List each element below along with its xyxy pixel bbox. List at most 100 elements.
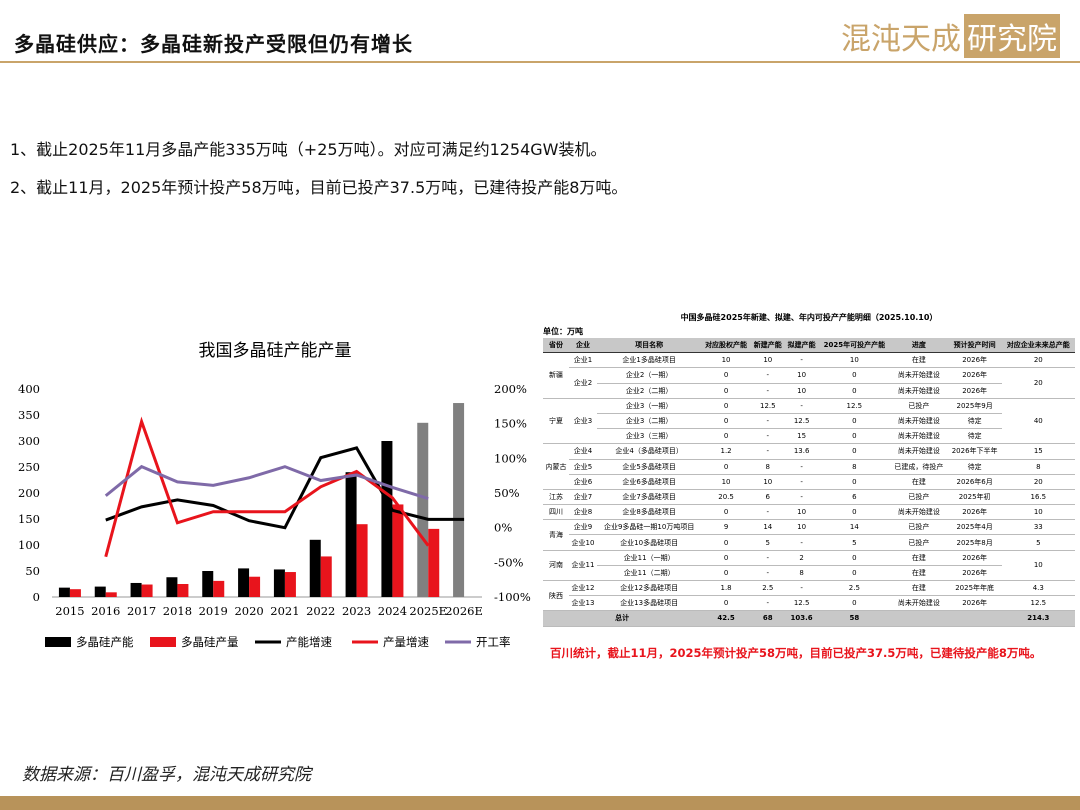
table-cell: 20.5 [701,489,751,506]
table-cell [947,610,1002,627]
table-cell: - [750,595,785,612]
table-cell: 0 [701,550,751,566]
table-cell: 尚未开始建设 [890,595,948,612]
table-cell: 2026年 [947,504,1002,521]
table-cell: 企业11 [568,550,598,582]
legend-label: 多晶硅产能 [76,635,134,649]
table-cell: 10 [1001,550,1075,582]
y2-tick-label: 50% [494,486,520,500]
table-cell: 尚未开始建设 [890,428,948,445]
table-cell: 企业12多晶硅项目 [597,580,702,597]
bar [284,572,296,597]
line [104,464,429,500]
table-cell: 0 [818,443,891,460]
table-cell: 14 [818,519,891,536]
bar [381,441,393,597]
table-cell: 214.3 [1001,610,1075,627]
y-tick-label: 0 [33,590,40,604]
y-tick-label: 50 [25,564,40,578]
table-cell: 10 [784,383,819,399]
table-cell: 企业4（多晶硅项目） [597,443,702,460]
table-cell: 0 [818,565,891,582]
table-cell: 0 [818,550,891,566]
table-cell: 江苏 [543,489,569,506]
bar [392,504,404,597]
y2-tick-label: 150% [494,417,527,431]
column-header: 2025年可投产产能 [818,338,891,354]
logo: 混沌天成 研究院 [841,14,1060,58]
table-cell: 2.5 [818,580,891,597]
table-cell: - [784,459,819,475]
table-cell: - [784,398,819,414]
table-cell: 企业8 [568,504,598,521]
table-panel: 中国多晶硅2025年新建、拟建、年内可投产产能明细（2025.10.10） 单位… [543,310,1075,627]
source: 数据来源：百川盈孚，混沌天成研究院 [22,765,311,785]
y-tick-label: 300 [18,434,40,448]
bullet: 2、截止11月，2025年预计投产58万吨，目前已投产37.5万吨，已建待投产能… [10,178,628,197]
table-row: 企业5 企业5多晶硅项目 0 8-8 已建成，待投产 待定 8 [543,459,1075,475]
x-tick-label: 2020 [234,604,263,618]
chart-title: 我国多晶硅产能产量 [199,341,352,361]
bar [320,556,332,597]
table-cell: 2025年4月 [947,519,1002,536]
table-cell: 20 [1001,474,1075,490]
line [105,446,465,530]
y2-tick-label: 200% [494,382,527,396]
table-cell: 企业7 [568,489,598,506]
bar [213,580,225,597]
x-tick-label: 2024 [378,604,407,618]
table-cell: 12.5 [1001,595,1075,612]
table-cell: 2026年 [947,367,1002,384]
table-cell: 40 [1001,398,1075,445]
table-cell: 企业3（一期） [597,398,702,414]
table-row: 陕西 企业12 企业12多晶硅项目 1.8 2.5-2.5 在建 2025年年底 4.3 [543,580,1075,612]
column-header: 项目名称 [597,338,702,354]
table-cell: - [784,534,819,551]
x-tick-label: 2026E [445,604,483,618]
table-cell: 企业7多晶硅项目 [597,489,702,506]
table-cell: 在建 [890,352,948,369]
table-cell: 0 [701,595,751,612]
table-cell: 已建成，待投产 [890,459,948,475]
table-cell: 15 [1001,443,1075,460]
table-cell: 0 [701,383,751,399]
table-cell: - [784,489,819,506]
table-cell: 68 [750,610,785,627]
x-tick-label: 2022 [306,604,335,618]
table-cell: - [750,504,785,521]
bullet: 1、截止2025年11月多晶产能335万吨（+25万吨）。对应可满足约1254G… [10,140,607,159]
table-cell: 在建 [890,550,948,566]
table-row: 企业11（二期） 0-8 0 在建 2026年 [543,565,1075,582]
table-cell: 青海 [543,519,569,551]
x-tick-label: 2019 [199,604,228,618]
bar [345,472,357,597]
y-tick-label: 400 [18,382,40,396]
column-header: 进度 [890,338,948,354]
slide-title: 多晶硅供应：多晶硅新投产受限但仍有增长 [14,32,413,56]
y-tick-label: 200 [18,486,40,500]
y2-tick-label: -50% [494,555,524,569]
footer-band [0,796,1080,810]
table-cell: 总计 [543,610,702,627]
table-cell: - [750,565,785,582]
table-cell: - [750,443,785,460]
table-cell: 陕西 [543,580,569,612]
table-cell: 企业2（二期） [597,383,702,399]
table-cell: 10 [750,352,785,369]
table-cell: - [750,413,785,430]
table-cell: 在建 [890,580,948,597]
table-cell: 12.5 [784,413,819,430]
table-cell: 2026年 [947,565,1002,582]
table-cell: 2025年9月 [947,398,1002,414]
table-cell: 尚未开始建设 [890,367,948,384]
table-cell: 10 [784,504,819,521]
table-cell: 9 [701,519,751,536]
table-cell: 10 [784,519,819,536]
table: 省份 企业 项目名称 对应股权产能 新建产能 拟建产能 2025年可投产产能 进度 预计投产时间… [543,338,1075,627]
table-cell: 0 [701,459,751,475]
bar [356,524,368,597]
table-row: 四川 企业8 企业8多晶硅项目 0-10 0 尚未开始建设 2026年 10 [543,504,1075,521]
table-cell: 企业2 [568,367,598,399]
table-cell: 10 [818,352,891,369]
table-cell: 20 [1001,367,1075,399]
